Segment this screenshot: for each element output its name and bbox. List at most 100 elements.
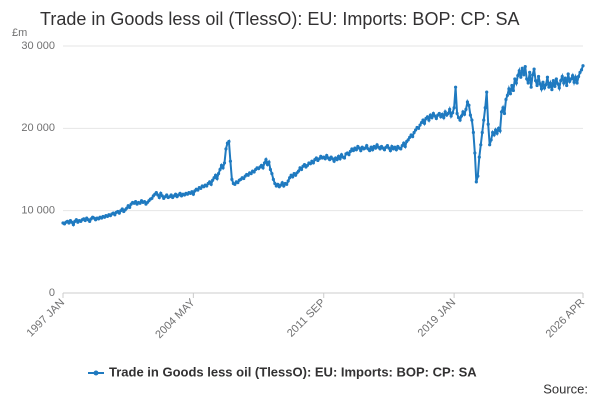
marker bbox=[542, 86, 547, 90]
marker bbox=[434, 116, 438, 121]
marker bbox=[575, 81, 579, 85]
marker bbox=[211, 178, 215, 182]
source: Source: bbox=[543, 381, 588, 396]
marker bbox=[339, 153, 344, 157]
marker bbox=[579, 68, 584, 72]
marker bbox=[526, 81, 530, 85]
legend-label: Trade in Goods less oil (TlessO): EU: Im… bbox=[109, 364, 477, 379]
marker bbox=[525, 77, 529, 81]
marker bbox=[378, 147, 382, 151]
marker bbox=[489, 138, 493, 142]
marker bbox=[363, 146, 367, 150]
marker bbox=[373, 146, 378, 150]
marker bbox=[308, 162, 313, 166]
marker bbox=[572, 80, 576, 84]
marker bbox=[449, 114, 453, 118]
marker bbox=[496, 126, 501, 130]
marker bbox=[113, 213, 117, 217]
marker bbox=[288, 176, 292, 180]
marker bbox=[291, 175, 295, 179]
marker bbox=[261, 166, 265, 170]
marker bbox=[314, 156, 318, 160]
marker bbox=[437, 111, 441, 116]
marker bbox=[523, 64, 527, 69]
marker bbox=[536, 74, 541, 79]
marker bbox=[276, 182, 280, 186]
marker bbox=[338, 157, 342, 161]
marker bbox=[160, 194, 164, 198]
marker bbox=[416, 126, 421, 130]
marker bbox=[538, 82, 542, 86]
marker bbox=[196, 188, 200, 192]
marker bbox=[516, 74, 520, 78]
x-tick-label: 2011 SEP bbox=[285, 297, 328, 340]
marker bbox=[302, 162, 307, 167]
marker bbox=[477, 155, 481, 159]
x-tick-label: 1997 JAN bbox=[25, 297, 68, 340]
marker bbox=[267, 160, 271, 164]
marker bbox=[342, 156, 347, 160]
marker bbox=[400, 144, 404, 148]
marker bbox=[125, 206, 129, 210]
marker bbox=[221, 166, 225, 170]
marker bbox=[531, 73, 535, 77]
marker bbox=[519, 75, 523, 79]
marker bbox=[418, 123, 422, 127]
marker bbox=[557, 86, 561, 90]
marker bbox=[242, 176, 246, 181]
marker bbox=[390, 144, 394, 149]
marker bbox=[332, 159, 336, 163]
x-tick-label: 2004 MAY bbox=[153, 296, 198, 341]
marker bbox=[474, 180, 478, 184]
marker bbox=[219, 163, 224, 167]
marker bbox=[479, 143, 483, 147]
marker bbox=[328, 158, 332, 162]
marker bbox=[569, 77, 573, 81]
marker bbox=[453, 85, 458, 89]
marker bbox=[544, 83, 548, 87]
marker bbox=[233, 182, 237, 186]
marker bbox=[230, 177, 234, 181]
marker bbox=[439, 115, 443, 119]
y-tick-label: 0 bbox=[49, 287, 55, 299]
marker bbox=[458, 118, 462, 122]
marker bbox=[83, 218, 87, 223]
marker bbox=[419, 120, 424, 125]
marker bbox=[465, 100, 470, 104]
marker bbox=[560, 74, 564, 79]
marker bbox=[88, 219, 92, 223]
marker bbox=[369, 145, 373, 149]
marker bbox=[212, 176, 216, 180]
marker bbox=[545, 75, 550, 79]
marker bbox=[565, 83, 569, 88]
marker bbox=[150, 196, 154, 200]
marker bbox=[553, 84, 557, 88]
marker bbox=[528, 70, 532, 74]
marker bbox=[157, 195, 161, 200]
y-tick-label: 30 000 bbox=[21, 40, 55, 52]
marker bbox=[467, 103, 471, 107]
marker bbox=[285, 182, 289, 186]
marker bbox=[224, 147, 228, 151]
marker bbox=[351, 148, 355, 153]
marker bbox=[517, 69, 521, 73]
marker bbox=[471, 130, 475, 135]
marker bbox=[502, 111, 507, 116]
marker bbox=[236, 181, 240, 185]
marker bbox=[268, 167, 273, 172]
marker bbox=[382, 148, 387, 152]
marker bbox=[505, 93, 510, 97]
marker bbox=[323, 157, 327, 161]
marker bbox=[279, 183, 283, 187]
marker bbox=[347, 153, 351, 157]
marker bbox=[492, 133, 496, 137]
marker bbox=[563, 76, 567, 80]
marker bbox=[142, 200, 147, 204]
marker bbox=[178, 191, 182, 195]
marker bbox=[535, 83, 539, 88]
marker bbox=[571, 74, 575, 78]
marker bbox=[336, 154, 341, 158]
marker bbox=[459, 114, 464, 118]
marker bbox=[476, 174, 480, 178]
marker bbox=[499, 110, 504, 114]
